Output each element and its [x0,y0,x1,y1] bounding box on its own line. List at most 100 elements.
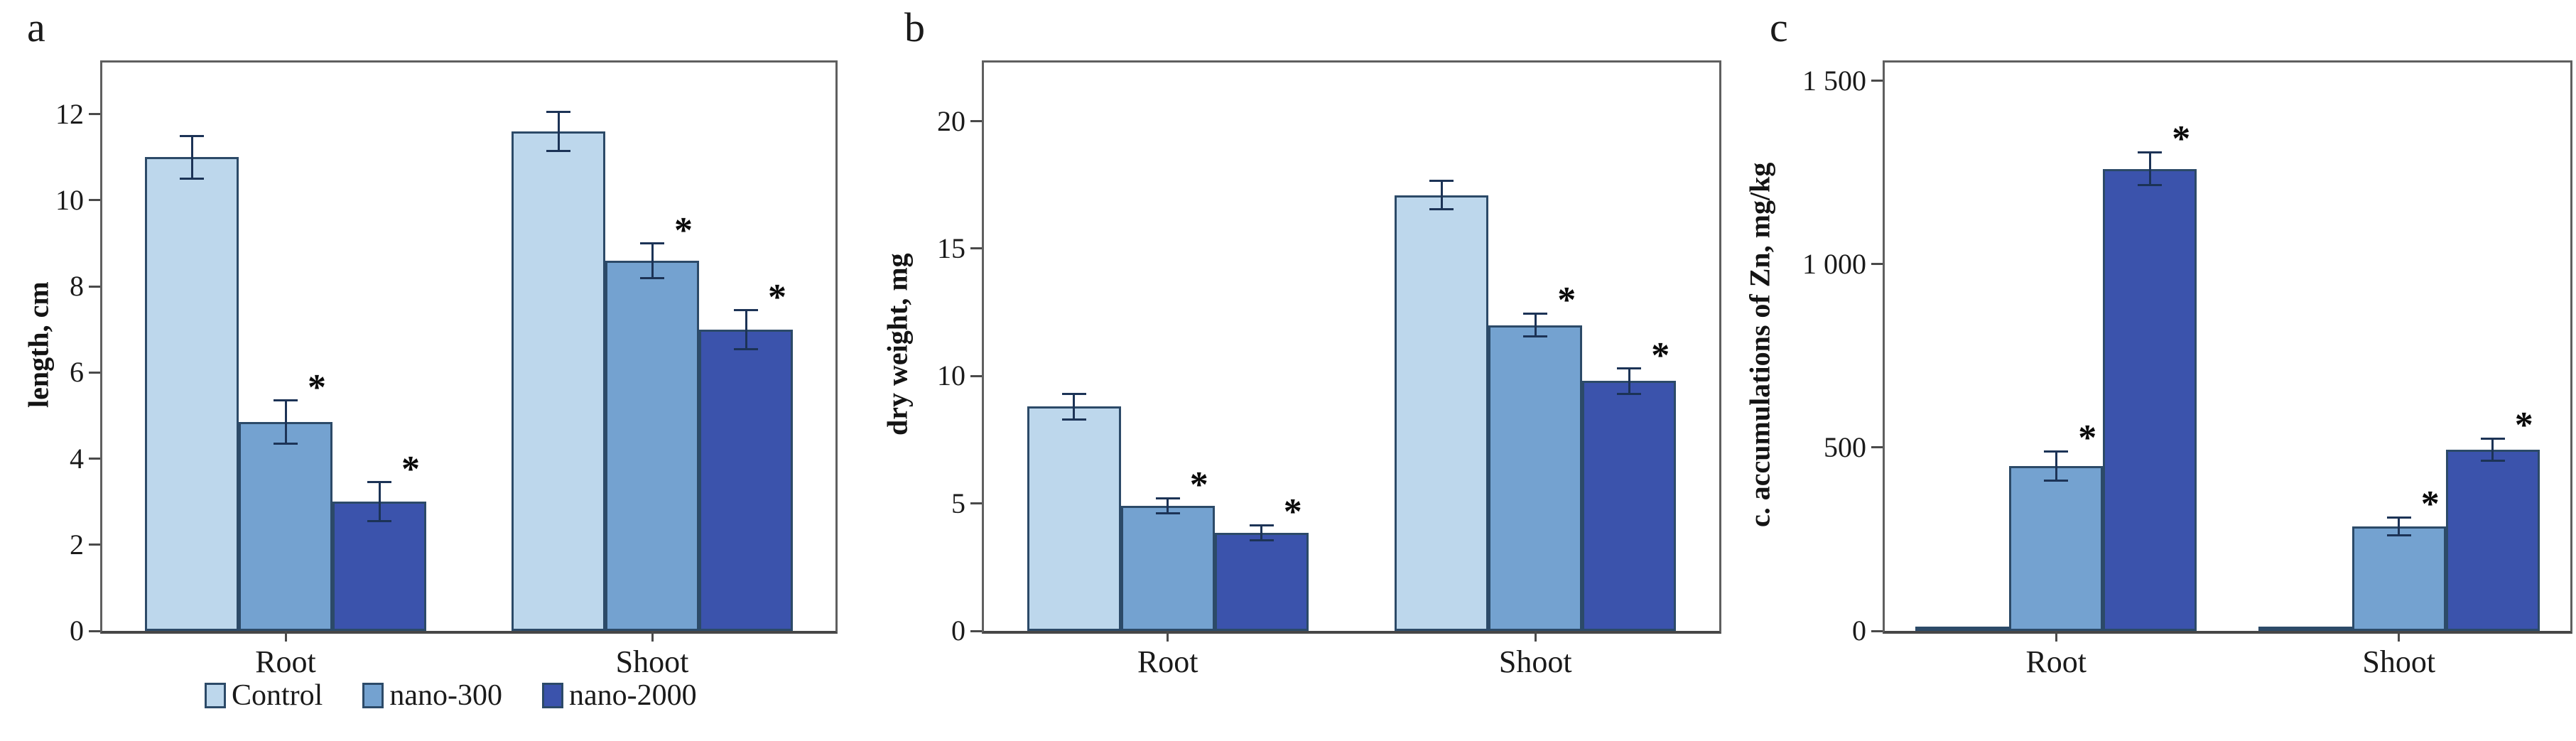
y-tick-label: 10 [55,183,84,216]
y-tick-mark [89,629,100,632]
y-tick-mark [970,502,982,505]
significance-asterisk: * [1651,335,1670,376]
error-bar-cap [367,481,391,484]
x-tick-mark [284,631,287,642]
y-axis-label: length, cm [22,281,55,408]
error-bar-cap [2044,450,2069,453]
error-bar [378,482,381,521]
legend-label: nano-300 [389,679,502,712]
error-bar-cap [1617,367,1642,369]
plot-area: 0 500 1 000 1 500 Root * * Shoot * * [1802,60,2572,678]
bar-nano-300-shoot [1488,325,1583,631]
error-bar [284,400,287,444]
y-tick-mark [970,629,982,632]
significance-asterisk: * [2078,418,2097,459]
y-tick-label: 8 [70,270,84,303]
y-tick-mark [89,458,100,460]
error-bar-cap [2138,151,2163,153]
x-tick-mark [1534,631,1537,642]
error-bar-cap [367,519,391,522]
y-tick-mark [89,113,100,116]
y-tick-mark [89,285,100,288]
y-tick-label: 2 [70,528,84,561]
error-bar-cap [2138,184,2163,187]
bar-nano-2000-shoot [2445,450,2540,631]
significance-asterisk: * [308,367,326,408]
significance-asterisk: * [768,276,786,318]
y-tick-label: 20 [937,104,965,137]
bar-control-root [1915,627,2010,631]
error-bar [557,112,560,151]
error-bar-cap [1249,539,1274,542]
error-bar-cap [274,399,298,402]
bar-nano-2000-shoot [1582,381,1677,631]
bar-control-shoot [512,131,605,631]
error-bar [745,310,747,350]
error-bar [1534,313,1537,337]
error-bar-cap [1523,312,1548,315]
error-bar-cap [2480,459,2505,462]
x-category-label: Shoot [2362,644,2436,679]
bar-control-shoot [2258,627,2352,631]
error-bar-cap [1523,335,1548,338]
x-category-label: Root [255,644,316,679]
x-tick-mark [2398,631,2401,642]
significance-asterisk: * [1189,465,1208,506]
error-bar-cap [180,134,204,137]
y-tick-label: 4 [70,442,84,475]
plot-area: 0 2 4 6 8 10 12 Root * * Shoot * * [55,60,838,678]
bar-control-shoot [1395,195,1489,631]
error-bar-cap [180,178,204,180]
bar-nano-300-shoot [2352,526,2446,631]
y-tick-mark [1871,629,1883,632]
x-tick-mark [651,631,654,642]
y-tick-label: 6 [70,356,84,389]
y-tick-label: 10 [937,359,965,392]
x-category-label: Root [2025,644,2087,679]
legend-label: Control [232,679,323,712]
error-bar-cap [1617,392,1642,395]
legend-item: Control [205,681,323,710]
y-tick-label: 0 [70,615,84,647]
error-bar-cap [1429,207,1454,210]
bar-nano-300-root [239,422,332,631]
error-bar [1440,180,1443,210]
y-tick-label: 15 [937,232,965,264]
panel-c: c c. accumulations of Zn, mg/kg 0 500 1 00… [1717,0,2576,741]
significance-asterisk: * [2172,119,2191,160]
significance-asterisk: * [674,210,693,251]
error-bar-cap [640,276,664,279]
y-tick-label: 1 500 [1802,64,1866,97]
significance-asterisk: * [2514,405,2533,446]
error-bar-cap [1429,180,1454,183]
significance-asterisk: * [401,448,420,490]
legend-swatch [541,683,563,708]
panel-b: b dry weight, mg 0 5 10 15 20 Root * * Shoot * * [859,0,1721,741]
y-tick-mark [1871,263,1883,266]
x-category-label: Root [1137,644,1198,679]
y-tick-mark [970,374,982,377]
y-tick-mark [970,247,982,250]
bar-nano-300-root [2009,466,2104,631]
significance-asterisk: * [2420,484,2440,524]
error-bar [190,136,193,179]
error-bar-cap [1155,497,1180,499]
x-tick-mark [1167,631,1169,642]
error-bar-cap [546,149,570,152]
x-tick-mark [2055,631,2057,642]
error-bar-cap [2480,437,2505,440]
bar-nano-2000-root [1214,533,1309,631]
error-bar [2055,451,2057,481]
y-tick-label: 0 [951,615,965,647]
y-tick-mark [1871,80,1883,82]
legend-label: nano-2000 [568,679,697,712]
error-bar [1073,394,1076,420]
significance-asterisk: * [1283,492,1302,533]
y-tick-label: 500 [1824,431,1866,463]
error-bar-cap [640,242,664,245]
error-bar [1167,498,1169,514]
y-tick-mark [89,543,100,546]
error-bar [1260,525,1263,541]
panel-letter-c: c [1770,4,1788,50]
